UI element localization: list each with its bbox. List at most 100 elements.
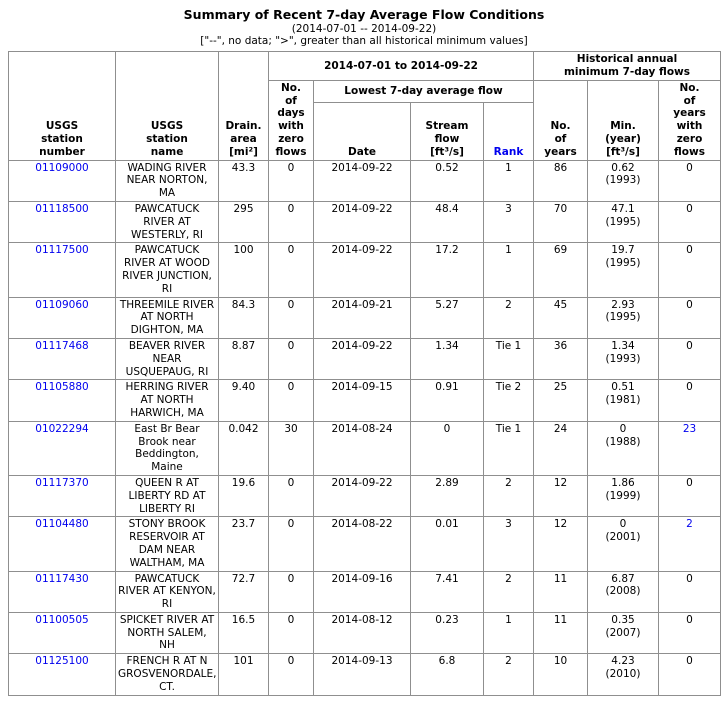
- stream-flow-cell: 0.91: [410, 379, 484, 422]
- table-row: 01104480 STONY BROOK RESERVOIR AT DAM NE…: [8, 516, 721, 572]
- station-name-cell: SPICKET RIVER AT NORTH SALEM, NH: [115, 611, 219, 655]
- stream-flow-cell: 6.8: [410, 653, 484, 696]
- zero-flow-years-cell: 0: [658, 570, 721, 613]
- drain-area-cell: 23.7: [218, 516, 269, 572]
- col-header-station-number: USGS station number: [8, 51, 116, 161]
- station-number-link[interactable]: 01109060: [8, 296, 116, 339]
- rank-cell: 1: [483, 242, 534, 298]
- station-number-link[interactable]: 01105880: [8, 379, 116, 422]
- zero-flow-days-cell: 0: [268, 337, 314, 381]
- min-year-cell: 19.7 (1995): [587, 242, 659, 298]
- flow-conditions-table: USGS station number USGS station name Dr…: [8, 51, 721, 696]
- zero-flow-years-link[interactable]: 23: [658, 420, 721, 476]
- group-header-current-period: 2014-07-01 to 2014-09-22: [268, 51, 534, 81]
- station-name-cell: BEAVER RIVER NEAR USQUEPAUG, RI: [115, 337, 219, 381]
- station-name-cell: STONY BROOK RESERVOIR AT DAM NEAR WALTHA…: [115, 516, 219, 572]
- station-number-link[interactable]: 01117468: [8, 337, 116, 381]
- station-number-link[interactable]: 01117370: [8, 474, 116, 518]
- table-row: 01105880 HERRING RIVER AT NORTH HARWICH,…: [8, 379, 721, 422]
- num-years-cell: 86: [533, 159, 588, 202]
- station-number-link[interactable]: 01117500: [8, 242, 116, 298]
- zero-flow-days-cell: 0: [268, 200, 314, 244]
- col-header-drainage-area: Drain. area [mi²]: [218, 51, 269, 161]
- col-header-rank-link[interactable]: Rank: [483, 101, 534, 161]
- zero-flow-days-cell: 0: [268, 296, 314, 339]
- station-number-link[interactable]: 01022294: [8, 420, 116, 476]
- drain-area-cell: 295: [218, 200, 269, 244]
- table-body: 01109000 WADING RIVER NEAR NORTON, MA 43…: [8, 159, 721, 696]
- zero-flow-days-cell: 0: [268, 474, 314, 518]
- min-year-cell: 0 (2001): [587, 516, 659, 572]
- zero-flow-years-link[interactable]: 2: [658, 516, 721, 572]
- date-cell: 2014-08-12: [313, 611, 411, 655]
- table-header: USGS station number USGS station name Dr…: [8, 51, 721, 161]
- min-year-cell: 2.93 (1995): [587, 296, 659, 339]
- drain-area-cell: 19.6: [218, 474, 269, 518]
- col-header-date: Date: [313, 101, 411, 161]
- stream-flow-cell: 0.01: [410, 516, 484, 572]
- zero-flow-years-cell: 0: [658, 242, 721, 298]
- rank-cell: 1: [483, 159, 534, 202]
- min-year-cell: 1.86 (1999): [587, 474, 659, 518]
- min-year-cell: 0.35 (2007): [587, 611, 659, 655]
- rank-cell: 1: [483, 611, 534, 655]
- stream-flow-cell: 1.34: [410, 337, 484, 381]
- zero-flow-years-cell: 0: [658, 611, 721, 655]
- date-cell: 2014-09-22: [313, 200, 411, 244]
- num-years-cell: 25: [533, 379, 588, 422]
- date-cell: 2014-09-22: [313, 159, 411, 202]
- col-header-min-year: Min. (year) [ft³/s]: [587, 79, 659, 161]
- legend-note: ["--", no data; ">", greater than all hi…: [200, 35, 528, 48]
- station-number-link[interactable]: 01118500: [8, 200, 116, 244]
- station-number-link[interactable]: 01100505: [8, 611, 116, 655]
- zero-flow-days-cell: 0: [268, 611, 314, 655]
- date-cell: 2014-09-22: [313, 337, 411, 381]
- date-cell: 2014-09-22: [313, 474, 411, 518]
- col-header-station-name: USGS station name: [115, 51, 219, 161]
- col-header-zero-flow-days: No. of days with zero flows: [268, 79, 314, 161]
- date-cell: 2014-09-22: [313, 242, 411, 298]
- table-row: 01117500 PAWCATUCK RIVER AT WOOD RIVER J…: [8, 242, 721, 298]
- zero-flow-days-cell: 0: [268, 516, 314, 572]
- rank-cell: 2: [483, 653, 534, 696]
- station-number-link[interactable]: 01125100: [8, 653, 116, 696]
- rank-cell: 3: [483, 516, 534, 572]
- station-name-cell: THREEMILE RIVER AT NORTH DIGHTON, MA: [115, 296, 219, 339]
- min-year-cell: 1.34 (1993): [587, 337, 659, 381]
- rank-cell: 3: [483, 200, 534, 244]
- num-years-cell: 12: [533, 474, 588, 518]
- header-row-groups: USGS station number USGS station name Dr…: [8, 51, 721, 161]
- station-number-link[interactable]: 01109000: [8, 159, 116, 202]
- station-name-cell: PAWCATUCK RIVER AT WESTERLY, RI: [115, 200, 219, 244]
- table-row: 01117468 BEAVER RIVER NEAR USQUEPAUG, RI…: [8, 337, 721, 381]
- header-row-leaf: Date Stream flow [ft³/s] Rank: [9, 101, 721, 161]
- table-row: 01100505 SPICKET RIVER AT NORTH SALEM, N…: [8, 611, 721, 655]
- min-year-cell: 47.1 (1995): [587, 200, 659, 244]
- min-year-cell: 0.51 (1981): [587, 379, 659, 422]
- drain-area-cell: 43.3: [218, 159, 269, 202]
- rank-cell: 2: [483, 474, 534, 518]
- station-number-link[interactable]: 01117430: [8, 570, 116, 613]
- table-row: 01118500 PAWCATUCK RIVER AT WESTERLY, RI…: [8, 200, 721, 244]
- rank-cell: Tie 1: [483, 420, 534, 476]
- zero-flow-days-cell: 0: [268, 379, 314, 422]
- date-cell: 2014-08-24: [313, 420, 411, 476]
- table-row: 01109060 THREEMILE RIVER AT NORTH DIGHTO…: [8, 296, 721, 339]
- station-name-cell: FRENCH R AT N GROSVENORDALE, CT.: [115, 653, 219, 696]
- table-row: 01117370 QUEEN R AT LIBERTY RD AT LIBERT…: [8, 474, 721, 518]
- num-years-cell: 69: [533, 242, 588, 298]
- zero-flow-days-cell: 0: [268, 242, 314, 298]
- date-cell: 2014-08-22: [313, 516, 411, 572]
- num-years-cell: 11: [533, 611, 588, 655]
- zero-flow-years-cell: 0: [658, 296, 721, 339]
- station-number-link[interactable]: 01104480: [8, 516, 116, 572]
- stream-flow-cell: 5.27: [410, 296, 484, 339]
- drain-area-cell: 9.40: [218, 379, 269, 422]
- zero-flow-years-cell: 0: [658, 200, 721, 244]
- drain-area-cell: 84.3: [218, 296, 269, 339]
- stream-flow-cell: 2.89: [410, 474, 484, 518]
- num-years-cell: 10: [533, 653, 588, 696]
- zero-flow-days-cell: 0: [268, 570, 314, 613]
- zero-flow-years-cell: 0: [658, 159, 721, 202]
- station-name-cell: PAWCATUCK RIVER AT WOOD RIVER JUNCTION, …: [115, 242, 219, 298]
